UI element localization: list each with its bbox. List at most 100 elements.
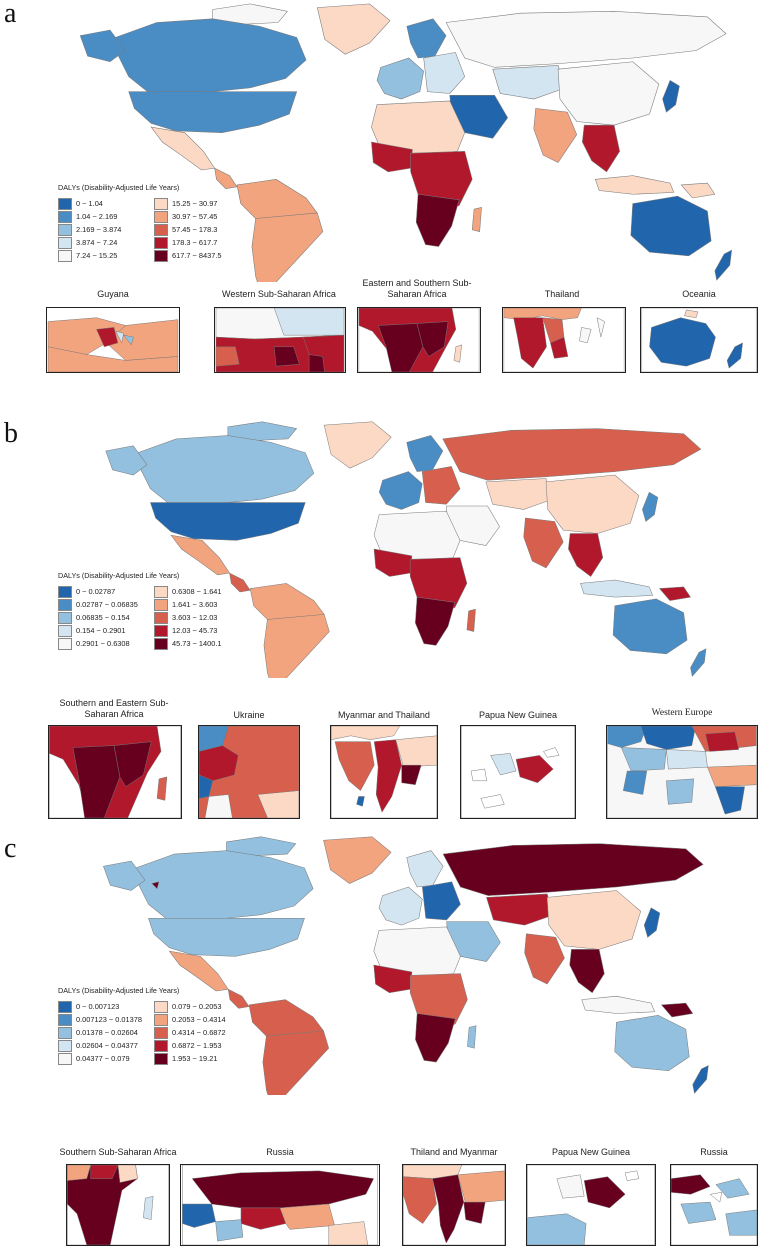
inset-map-guyana: [46, 307, 180, 373]
legend-swatch: [154, 211, 168, 223]
legend-label: 0.4314 ~ 0.6872: [172, 1028, 226, 1037]
inset-title: Eastern and Southern Sub-Saharan Africa: [362, 278, 472, 299]
legend-swatch: [154, 1014, 168, 1026]
inset-title: Oceania: [682, 289, 716, 299]
legend-item: 0.007123 ~ 0.01378: [58, 1014, 150, 1026]
legend-item: 0.02604 ~ 0.04377: [58, 1040, 150, 1052]
legend-label: 1.953 ~ 19.21: [172, 1054, 218, 1063]
legend-swatch: [154, 224, 168, 236]
panel-b: b DALYs (Disability-Adjusted Life Years): [0, 420, 762, 835]
legend-label: 0.04377 ~ 0.079: [76, 1054, 130, 1063]
inset-map-thailand: [502, 307, 626, 373]
inset-map-russia: [180, 1164, 380, 1246]
legend-swatch: [58, 625, 72, 637]
panel-letter: a: [4, 0, 17, 29]
legend-item: 0 ~ 1.04: [58, 198, 150, 210]
legend-item: 0.2053 ~ 0.4314: [154, 1014, 246, 1026]
legend-item: 0.6308 ~ 1.641: [154, 586, 246, 598]
legend-item: 3.603 ~ 12.03: [154, 612, 246, 624]
legend-swatch: [154, 625, 168, 637]
legend-item: 2.169 ~ 3.874: [58, 224, 150, 236]
legend-swatch: [154, 1053, 168, 1065]
inset-map-eastern-southern-ssa: [357, 307, 481, 373]
legend-item: 0 ~ 0.007123: [58, 1001, 150, 1013]
inset-title: Russia: [700, 1147, 728, 1157]
legend-label: 0.2053 ~ 0.4314: [172, 1015, 226, 1024]
legend-item: 57.45 ~ 178.3: [154, 224, 246, 236]
inset-title: Guyana: [97, 289, 129, 299]
legend-swatch: [58, 250, 72, 262]
legend-swatch: [58, 1027, 72, 1039]
legend-label: 0 ~ 0.02787: [76, 587, 116, 596]
legend-item: 1.953 ~ 19.21: [154, 1053, 246, 1065]
legend-label: 0.079 ~ 0.2053: [172, 1002, 222, 1011]
legend-item: 1.641 ~ 3.603: [154, 599, 246, 611]
legend-label: 617.7 ~ 8437.5: [172, 251, 222, 260]
inset-title: Thiland and Myanmar: [410, 1147, 498, 1157]
legend-item: 0.04377 ~ 0.079: [58, 1053, 150, 1065]
inset-title: Papua New Guinea: [478, 710, 558, 720]
inset-map-myanmar-thailand: [330, 725, 438, 819]
legend-label: 45.73 ~ 1400.1: [172, 639, 222, 648]
legend-swatch: [154, 638, 168, 650]
legend-item: 0.079 ~ 0.2053: [154, 1001, 246, 1013]
legend-label: 1.04 ~ 2.169: [76, 212, 118, 221]
legend-label: 3.874 ~ 7.24: [76, 238, 118, 247]
legend-swatch: [58, 211, 72, 223]
legend-swatch: [154, 237, 168, 249]
legend: DALYs (Disability-Adjusted Life Years) 0…: [58, 571, 248, 650]
inset-map-western-ssa: [214, 307, 346, 373]
legend-swatch: [58, 599, 72, 611]
legend-label: 0.02787 ~ 0.06835: [76, 600, 138, 609]
legend-swatch: [58, 237, 72, 249]
legend-swatch: [154, 1040, 168, 1052]
legend-item: 0.02787 ~ 0.06835: [58, 599, 150, 611]
legend-item: 12.03 ~ 45.73: [154, 625, 246, 637]
panel-a: a DALYs (Disability-Adjusted Life Years): [0, 0, 762, 420]
legend-item: 45.73 ~ 1400.1: [154, 638, 246, 650]
legend-swatch: [154, 586, 168, 598]
panel-letter: b: [4, 418, 18, 449]
panel-letter: c: [4, 833, 17, 864]
inset-map-russia: [670, 1164, 758, 1246]
legend-item: 0 ~ 0.02787: [58, 586, 150, 598]
legend-label: 0.02604 ~ 0.04377: [76, 1041, 138, 1050]
legend-swatch: [58, 224, 72, 236]
inset-map-papua-new-guinea: [526, 1164, 656, 1246]
legend-label: 0.01378 ~ 0.02604: [76, 1028, 138, 1037]
inset-title: Western Sub-Saharan Africa: [222, 289, 336, 299]
legend-swatch: [58, 638, 72, 650]
legend: DALYs (Disability-Adjusted Life Years) 0…: [58, 183, 248, 262]
legend-label: 2.169 ~ 3.874: [76, 225, 122, 234]
legend-swatch: [154, 599, 168, 611]
legend-item: 7.24 ~ 15.25: [58, 250, 150, 262]
legend-title: DALYs (Disability-Adjusted Life Years): [58, 571, 180, 580]
legend-label: 0.2901 ~ 0.6308: [76, 639, 130, 648]
legend-item: 0.2901 ~ 0.6308: [58, 638, 150, 650]
legend-label: 15.25 ~ 30.97: [172, 199, 218, 208]
legend-label: 30.97 ~ 57.45: [172, 212, 218, 221]
legend-label: 12.03 ~ 45.73: [172, 626, 218, 635]
legend-item: 0.06835 ~ 0.154: [58, 612, 150, 624]
legend-label: 0.06835 ~ 0.154: [76, 613, 130, 622]
inset-title: Western Europe: [651, 708, 713, 718]
legend-swatch: [154, 198, 168, 210]
legend-item: 3.874 ~ 7.24: [58, 237, 150, 249]
legend-item: 15.25 ~ 30.97: [154, 198, 246, 210]
legend-swatch: [154, 250, 168, 262]
legend-item: 0.4314 ~ 0.6872: [154, 1027, 246, 1039]
legend-item: 30.97 ~ 57.45: [154, 211, 246, 223]
inset-map-western-europe: [606, 725, 758, 819]
inset-map-oceania: [640, 307, 758, 373]
legend-item: 1.04 ~ 2.169: [58, 211, 150, 223]
legend-label: 7.24 ~ 15.25: [76, 251, 118, 260]
legend-item: 178.3 ~ 617.7: [154, 237, 246, 249]
legend-title: DALYs (Disability-Adjusted Life Years): [58, 986, 180, 995]
legend-swatch: [58, 1040, 72, 1052]
inset-title: Thailand: [544, 289, 580, 299]
inset-title: Myanmar and Thailand: [338, 710, 430, 720]
inset-title: Russia: [266, 1147, 294, 1157]
legend: DALYs (Disability-Adjusted Life Years) 0…: [58, 986, 248, 1065]
inset-map-papua-new-guinea: [460, 725, 576, 819]
legend-swatch: [154, 1001, 168, 1013]
